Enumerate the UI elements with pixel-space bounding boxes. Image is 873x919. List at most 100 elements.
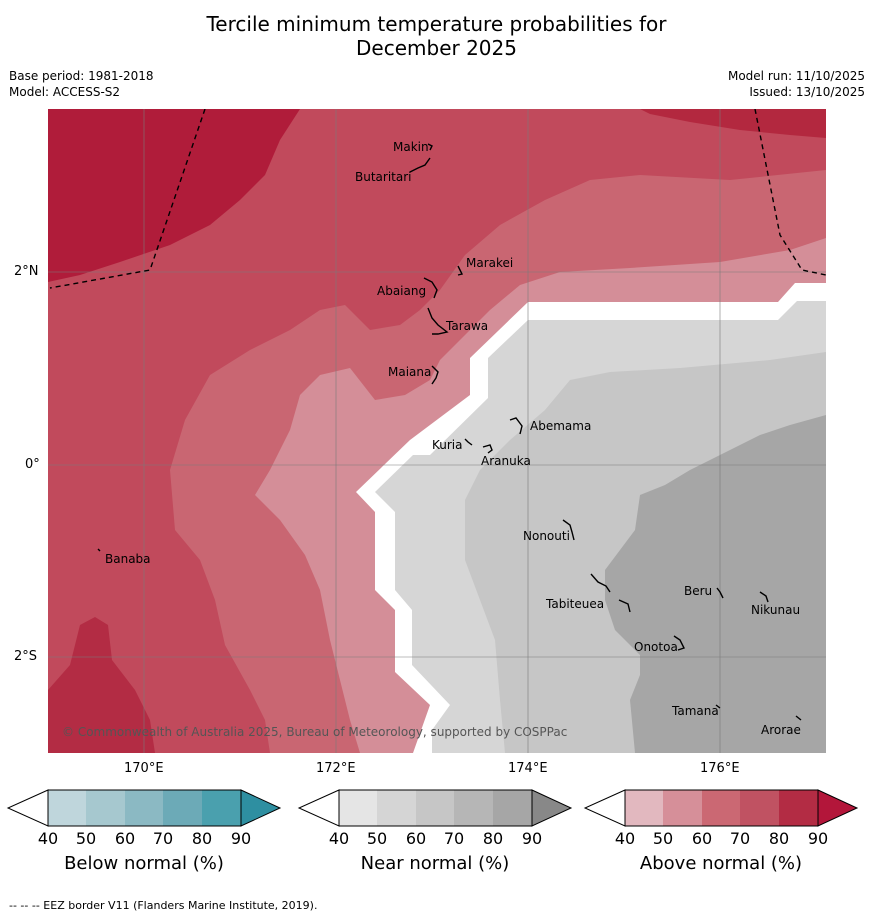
cbar-above-50 (663, 790, 702, 826)
island-beru (716, 587, 724, 599)
tick-above-90: 90 (807, 829, 829, 848)
copyright-notice: © Commonwealth of Australia 2025, Bureau… (62, 725, 567, 739)
cbar-above-60 (702, 790, 740, 826)
lat-label-2s: 2°S (14, 649, 38, 664)
lat-label-0: 0° (25, 457, 40, 472)
label-onotoa: Onotoa (634, 640, 678, 654)
tick-near-50: 50 (366, 829, 388, 848)
lon-label-174e: 174°E (508, 761, 548, 776)
island-marakei (457, 265, 464, 276)
colorbar-above (583, 789, 859, 827)
tick-below-80: 80 (191, 829, 213, 848)
island-kuria (464, 438, 473, 446)
region-above-80-northwest (48, 109, 300, 282)
cbar-near-40 (339, 790, 377, 826)
meta-right: Model run: 11/10/2025 Issued: 13/10/2025 (728, 68, 865, 100)
cbar-near-50 (377, 790, 416, 826)
tick-below-60: 60 (114, 829, 136, 848)
tick-near-60: 60 (405, 829, 427, 848)
tick-above-70: 70 (729, 829, 751, 848)
label-maiana: Maiana (388, 365, 431, 379)
label-arorae: Arorae (761, 723, 801, 737)
cbar-below-40 (48, 790, 86, 826)
title-line-2: December 2025 (356, 36, 517, 60)
cbar-below-frame (47, 789, 242, 827)
label-tabiteuea: Tabiteuea (545, 597, 604, 611)
eez-border-west (49, 109, 206, 289)
cbar-near-label: Near normal (%) (360, 853, 510, 874)
tick-above-80: 80 (768, 829, 790, 848)
island-butaritari (409, 157, 431, 173)
eez-footnote: -- -- -- EEZ border V11 (Flanders Marine… (9, 899, 318, 912)
cbar-below-70 (163, 790, 202, 826)
cbar-near-under (297, 789, 340, 827)
label-kuria: Kuria (432, 438, 463, 452)
island-abaiang (423, 277, 438, 299)
tick-above-60: 60 (691, 829, 713, 848)
map-panel: Makin Butaritari Marakei Abaiang Tarawa … (48, 109, 826, 753)
cbar-below-80 (202, 790, 241, 826)
lat-label-2n: 2°N (14, 264, 39, 279)
tick-above-50: 50 (652, 829, 674, 848)
tick-below-90: 90 (230, 829, 252, 848)
tick-near-70: 70 (443, 829, 465, 848)
label-makin: Makin (393, 140, 429, 154)
cbar-below-over (240, 789, 282, 827)
lon-label-176e: 176°E (700, 761, 740, 776)
island-outlines (97, 143, 802, 721)
cbar-below-label: Below normal (%) (64, 853, 224, 874)
cbar-near-80 (493, 790, 532, 826)
island-maiana (431, 365, 439, 385)
island-tarawa (427, 307, 449, 335)
place-labels: Makin Butaritari Marakei Abaiang Tarawa … (105, 140, 801, 737)
island-tamana (715, 704, 721, 709)
label-tarawa: Tarawa (445, 319, 488, 333)
cbar-near-over (531, 789, 573, 827)
label-aranuka: Aranuka (481, 454, 531, 468)
island-aranuka (482, 444, 493, 454)
meta-left: Base period: 1981-2018 Model: ACCESS-S2 (9, 68, 154, 100)
cbar-above-40 (625, 790, 663, 826)
island-banaba (97, 548, 101, 552)
eez-border-east (754, 109, 826, 276)
tick-below-40: 40 (37, 829, 59, 848)
cbar-above-under (583, 789, 626, 827)
label-abaiang: Abaiang (377, 284, 426, 298)
tick-near-90: 90 (521, 829, 543, 848)
colorbar-near (297, 789, 573, 827)
cbar-near-70 (454, 790, 493, 826)
cbar-above-label: Above normal (%) (639, 853, 803, 874)
cbar-below-60 (125, 790, 163, 826)
island-nikunau (759, 591, 769, 603)
island-nonouti (562, 519, 575, 541)
lon-label-170e: 170°E (124, 761, 164, 776)
label-nikunau: Nikunau (751, 603, 800, 617)
island-tabiteuea (590, 573, 631, 613)
cbar-near-frame (338, 789, 533, 827)
label-marakei: Marakei (466, 256, 513, 270)
label-beru: Beru (684, 584, 712, 598)
island-arorae (795, 715, 802, 721)
cbar-above-80 (779, 790, 818, 826)
model-name: Model: ACCESS-S2 (9, 85, 121, 99)
region-near-70 (605, 415, 826, 753)
label-nonouti: Nonouti (523, 529, 570, 543)
label-tamana: Tamana (671, 704, 719, 718)
lon-label-172e: 172°E (316, 761, 356, 776)
tick-below-70: 70 (152, 829, 174, 848)
island-abemama (509, 417, 523, 435)
cbar-below-under (6, 789, 49, 827)
cbar-above-70 (740, 790, 779, 826)
cbar-above-frame (624, 789, 819, 827)
label-abemama: Abemama (530, 419, 591, 433)
cbar-below-50 (86, 790, 125, 826)
region-above-80-northeast (640, 109, 826, 138)
cbar-near-60 (416, 790, 454, 826)
island-onotoa (673, 635, 685, 651)
tick-near-80: 80 (482, 829, 504, 848)
label-banaba: Banaba (105, 552, 151, 566)
map-title: Tercile minimum temperature probabilitie… (0, 12, 873, 60)
colorbar-below (6, 789, 282, 827)
cbar-above-over (817, 789, 859, 827)
